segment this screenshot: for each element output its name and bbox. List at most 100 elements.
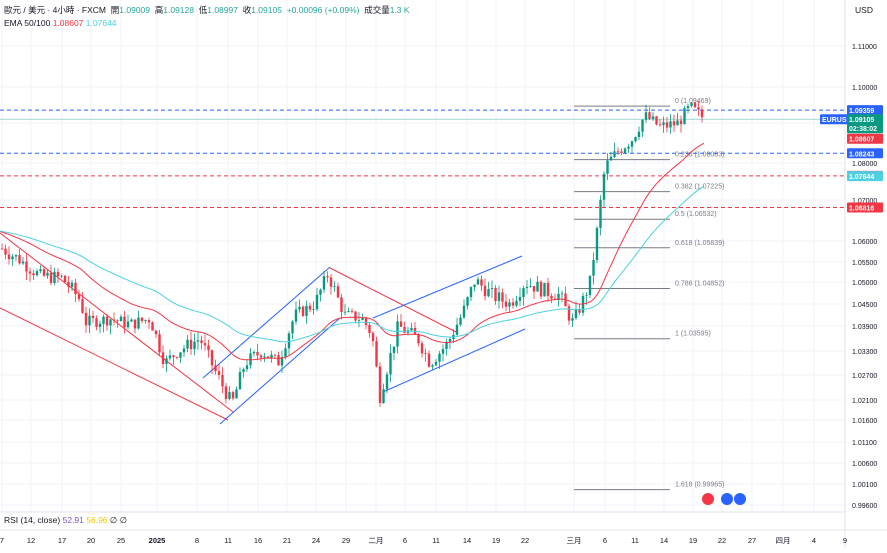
candle-body-184	[644, 112, 648, 120]
price-label-16: 1.00100	[852, 482, 877, 489]
candle-body-111	[389, 352, 392, 375]
candle-body-132	[462, 305, 466, 318]
candle-body-97	[340, 297, 343, 313]
candle-body-168	[588, 275, 592, 296]
candle-body-17	[60, 275, 63, 277]
candle-body-33	[116, 320, 119, 322]
candle-body-58	[203, 343, 207, 346]
candle-body-109	[382, 389, 385, 403]
ema100-line	[0, 185, 705, 343]
price-label-5: 1.06000	[852, 239, 877, 246]
low-value: 1.08997	[207, 5, 238, 15]
fib-label-7: 1.618 (0.99965)	[675, 482, 724, 489]
candle-body-29	[102, 316, 105, 324]
time-label-20: 11	[631, 536, 639, 545]
fib-label-1: 0.236 (1.08083)	[675, 152, 724, 159]
candle-body-98	[343, 311, 347, 313]
candle-body-35	[123, 316, 126, 328]
time-label-5: 2025	[149, 536, 166, 545]
candle-body-102	[357, 319, 361, 321]
ema-legend[interactable]: EMA 50/100 1.08607 1.07644	[4, 18, 117, 28]
candle-body-53	[186, 339, 189, 349]
blue-channel-1-upper	[202, 266, 331, 379]
price-label-3: 1.08000	[852, 161, 877, 168]
symbol-header[interactable]: 歐元 / 美元 · 4小時 · FXCM 開1.09009 高1.09128 低…	[4, 4, 410, 16]
candle-body-43	[151, 322, 154, 331]
volume-value: 1.3 K	[389, 5, 410, 15]
candle-body-120	[420, 343, 424, 354]
trend-channels[interactable]	[0, 232, 526, 425]
candle-body-81	[284, 348, 287, 357]
price-tag-text-7: 1.07644	[849, 174, 874, 181]
candle-body-198	[693, 102, 697, 108]
candle-body-169	[592, 259, 595, 276]
candle-body-126	[441, 349, 445, 354]
candle-body-157	[550, 295, 553, 299]
price-tag-text-0: 1.09359	[849, 108, 874, 115]
rsi-legend[interactable]: RSI (14, close) 52.91 56.96 ∅ ∅	[4, 515, 127, 526]
fib-label-0: 0 (1.09469)	[675, 98, 711, 105]
candle-body-148	[518, 296, 522, 301]
currency-label[interactable]: USD	[855, 5, 873, 15]
candle-body-135	[473, 284, 476, 287]
time-axis[interactable]: 7 12 17 20 25 2025 8 11 16 21 24 29 二月 6 11 14 19 22 三月 6 11…	[0, 536, 847, 545]
fib-label-2: 0.382 (1.07225)	[675, 184, 724, 191]
price-tag-bg-5	[847, 148, 883, 159]
price-label-10: 1.03300	[852, 349, 877, 356]
candle-body-93	[326, 276, 329, 278]
candle-body-79	[277, 355, 280, 366]
candle-body-130	[455, 324, 459, 335]
candle-body-124	[434, 361, 438, 366]
time-label-12: 二月	[369, 536, 384, 545]
fibonacci-retracement[interactable]: 0 (1.09469) 0.236 (1.08083) 0.382 (1.07225…	[574, 98, 724, 491]
candle-body-13	[46, 272, 49, 276]
candle-body-185	[648, 112, 651, 120]
time-label-6: 8	[195, 536, 199, 545]
candle-body-114	[399, 321, 403, 327]
price-label-0: 1.11000	[852, 44, 877, 51]
candle-body-90	[315, 294, 319, 310]
price-label-17: 0.99600	[852, 503, 877, 510]
candle-body-7	[25, 261, 28, 272]
time-label-21: 14	[660, 536, 668, 545]
candle-body-5	[18, 255, 21, 264]
candle-body-85	[298, 306, 301, 310]
candle-body-136	[476, 279, 480, 285]
tv-logos	[702, 493, 746, 505]
candle-body-54	[189, 339, 193, 350]
time-label-17: 22	[521, 536, 529, 545]
candle-body-142	[497, 292, 501, 302]
candle-body-44	[154, 330, 158, 335]
candle-body-160	[560, 293, 564, 295]
candle-body-137	[480, 279, 483, 286]
low-label: 低	[198, 5, 208, 15]
candle-body-25	[88, 315, 91, 326]
price-tag-text-3: 02:38:02	[849, 126, 877, 133]
candle-body-122	[427, 353, 431, 367]
time-label-22: 19	[689, 536, 697, 545]
horizontal-lines[interactable]	[0, 109, 845, 209]
time-label-25: 四月	[776, 536, 791, 545]
candle-body-182	[637, 131, 641, 138]
candle-body-164	[574, 308, 578, 319]
candle-body-16	[56, 271, 60, 277]
fib-label-6: 1 (1.03595)	[675, 331, 711, 338]
flag-icon	[702, 493, 714, 505]
candle-body-73	[256, 352, 259, 356]
symbol-name[interactable]: 歐元 / 美元 · 4小時 · FXCM	[4, 5, 107, 15]
price-label-13: 1.01600	[852, 418, 877, 425]
candle-body-28	[98, 323, 102, 327]
candlesticks	[0, 100, 704, 408]
candle-body-45	[158, 334, 161, 353]
candle-body-6	[21, 261, 25, 264]
candle-body-27	[95, 318, 98, 327]
candle-body-96	[336, 286, 340, 298]
candle-body-159	[557, 293, 560, 301]
time-label-27: 9	[843, 536, 847, 545]
time-label-15: 14	[463, 536, 471, 545]
price-label-12: 1.02100	[852, 398, 877, 405]
price-tag-bg-7	[847, 171, 883, 182]
